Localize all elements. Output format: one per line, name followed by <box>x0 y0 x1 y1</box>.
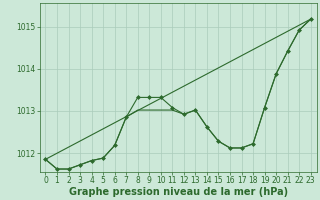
X-axis label: Graphe pression niveau de la mer (hPa): Graphe pression niveau de la mer (hPa) <box>68 187 288 197</box>
